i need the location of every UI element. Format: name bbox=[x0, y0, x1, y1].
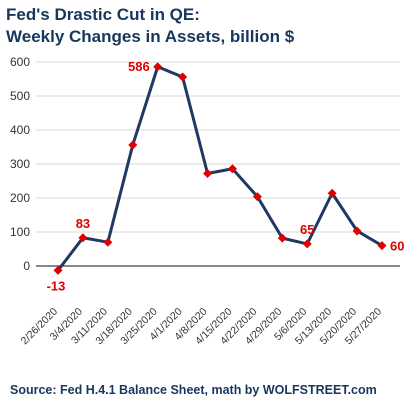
y-tick-label: 100 bbox=[10, 225, 30, 239]
y-tick-label: 500 bbox=[10, 89, 30, 103]
y-tick-label: 0 bbox=[23, 259, 30, 273]
y-tick-label: 600 bbox=[10, 55, 30, 69]
title-block: Fed's Drastic Cut in QE: Weekly Changes … bbox=[6, 4, 294, 48]
data-label: 60 bbox=[390, 239, 404, 254]
y-tick-label: 200 bbox=[10, 191, 30, 205]
data-point bbox=[252, 192, 262, 202]
source-note: Source: Fed H.4.1 Balance Sheet, math by… bbox=[10, 383, 377, 397]
data-label: 83 bbox=[76, 216, 90, 231]
data-point bbox=[277, 233, 287, 243]
data-label: -13 bbox=[47, 278, 66, 293]
data-point bbox=[327, 188, 337, 198]
data-point bbox=[103, 237, 113, 247]
data-point bbox=[302, 239, 312, 249]
data-label: 586 bbox=[128, 59, 150, 74]
data-point bbox=[153, 62, 163, 72]
data-point bbox=[178, 72, 188, 82]
chart-title: Fed's Drastic Cut in QE: bbox=[6, 5, 200, 24]
y-tick-label: 300 bbox=[10, 157, 30, 171]
chart-subtitle: Weekly Changes in Assets, billion $ bbox=[6, 27, 295, 46]
data-point bbox=[352, 226, 362, 236]
data-point bbox=[227, 164, 237, 174]
y-tick-label: 400 bbox=[10, 123, 30, 137]
data-point bbox=[78, 233, 88, 243]
data-point bbox=[203, 169, 213, 179]
data-point bbox=[53, 265, 63, 275]
series-line bbox=[56, 65, 383, 272]
data-point bbox=[377, 241, 387, 251]
data-label: 65 bbox=[300, 222, 314, 237]
data-point bbox=[128, 140, 138, 150]
